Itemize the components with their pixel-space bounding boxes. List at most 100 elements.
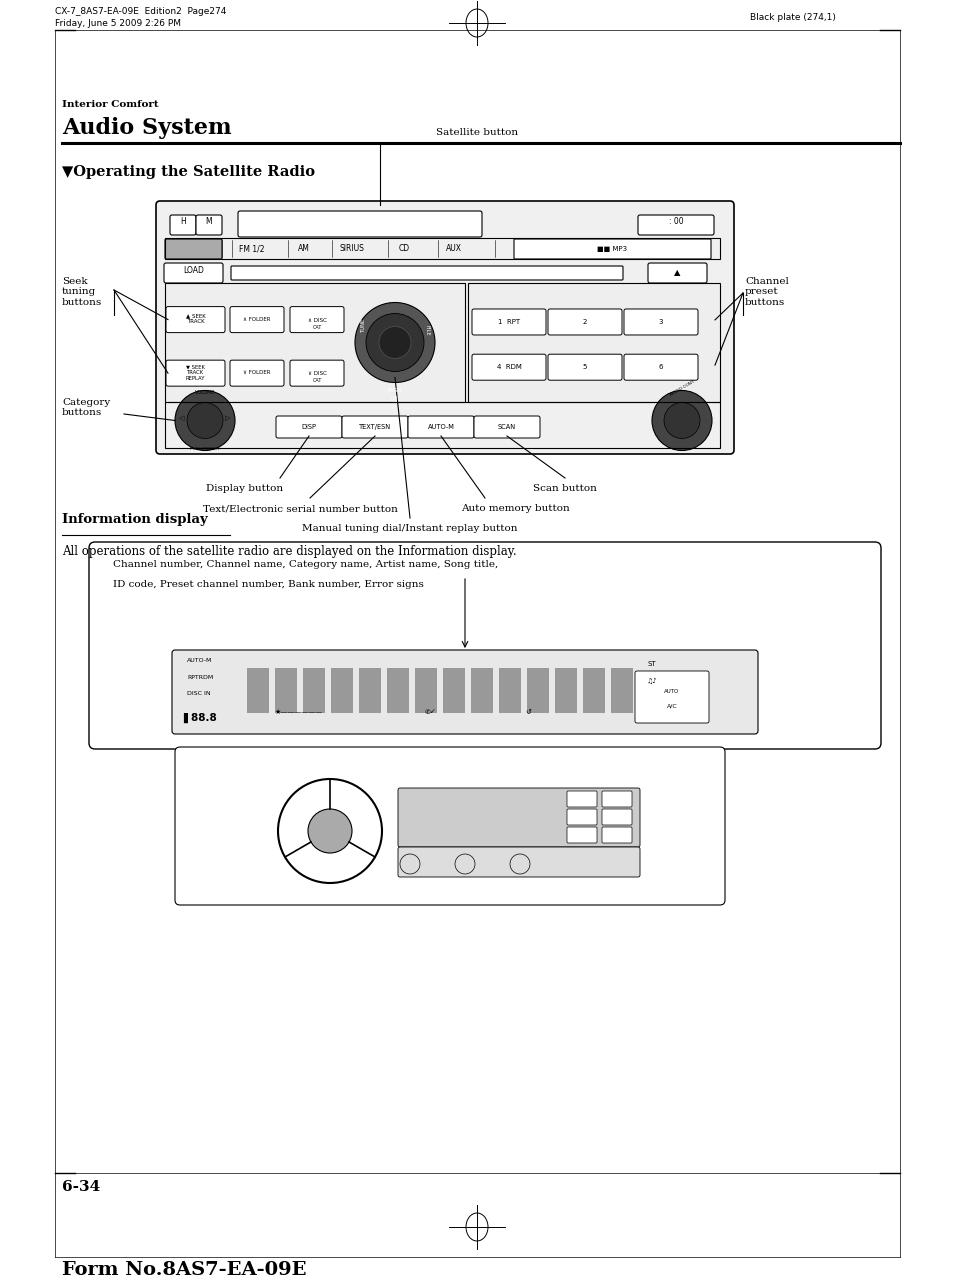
Text: 5: 5 [582,364,587,370]
Text: CX-7_8AS7-EA-09E  Edition2  Page274: CX-7_8AS7-EA-09E Edition2 Page274 [55,6,226,15]
Text: Manual tuning dial/Instant replay button: Manual tuning dial/Instant replay button [302,524,517,533]
Text: Scan button: Scan button [533,484,597,493]
FancyBboxPatch shape [566,810,597,825]
Text: RPTRDM: RPTRDM [187,675,213,680]
Text: ID code, Preset channel number, Bank number, Error signs: ID code, Preset channel number, Bank num… [112,580,423,589]
FancyBboxPatch shape [514,239,710,260]
Text: CD: CD [398,244,409,253]
FancyBboxPatch shape [231,266,622,280]
Text: : 00: : 00 [668,217,682,226]
Bar [247,668,269,713]
FancyBboxPatch shape [397,847,639,876]
FancyBboxPatch shape [290,360,344,387]
FancyBboxPatch shape [566,828,597,843]
Text: 4  RDM: 4 RDM [497,364,521,370]
Text: Friday, June 5 2009 2:26 PM: Friday, June 5 2009 2:26 PM [55,19,181,28]
Text: AUTO: AUTO [663,689,679,694]
FancyBboxPatch shape [156,200,733,454]
FancyBboxPatch shape [174,747,724,905]
Bar [442,668,464,713]
FancyBboxPatch shape [166,360,225,387]
Text: ■■ MP3: ■■ MP3 [597,245,626,252]
Text: Display button: Display button [206,484,283,493]
Text: ✆✓: ✆✓ [424,709,436,714]
Text: ♫♪: ♫♪ [646,678,657,684]
Text: 3: 3 [659,319,662,325]
Bar [331,668,353,713]
FancyBboxPatch shape [472,308,545,335]
Bar [498,668,520,713]
Text: TEXT/ESN: TEXT/ESN [358,424,391,430]
Text: DISP: DISP [301,424,316,430]
Text: ▲ SEEK
TRACK: ▲ SEEK TRACK [186,314,205,325]
Circle shape [366,314,423,371]
Text: Black plate (274,1): Black plate (274,1) [749,13,835,22]
Text: Seek
tuning
buttons: Seek tuning buttons [62,278,102,307]
Bar [358,668,380,713]
Bar [555,668,577,713]
Bar [387,668,409,713]
FancyBboxPatch shape [547,355,621,380]
FancyBboxPatch shape [164,263,223,283]
FancyBboxPatch shape [638,215,713,235]
Text: SIRIUS: SIRIUS [339,244,364,253]
Text: All operations of the satellite radio are displayed on the Information display.: All operations of the satellite radio ar… [62,545,517,558]
FancyBboxPatch shape [647,263,706,283]
Circle shape [378,326,411,359]
FancyBboxPatch shape [237,211,481,236]
Text: CAT: CAT [312,378,321,383]
FancyBboxPatch shape [408,416,474,438]
Text: ★——————: ★—————— [274,709,323,714]
FancyBboxPatch shape [547,308,621,335]
FancyBboxPatch shape [290,307,344,333]
Text: 6: 6 [659,364,662,370]
Circle shape [174,391,234,451]
Circle shape [663,402,700,438]
Text: Form No.8AS7-EA-09E: Form No.8AS7-EA-09E [62,1261,306,1279]
FancyBboxPatch shape [601,792,631,807]
Bar [526,668,548,713]
Text: 2: 2 [582,319,587,325]
FancyBboxPatch shape [474,416,539,438]
Text: H: H [180,217,186,226]
FancyBboxPatch shape [601,810,631,825]
FancyBboxPatch shape [635,671,708,723]
FancyBboxPatch shape [166,307,225,333]
Text: Channel number, Channel name, Category name, Artist name, Song title,: Channel number, Channel name, Category n… [112,560,497,569]
Text: ▲: ▲ [673,269,679,278]
Text: 1  RPT: 1 RPT [497,319,519,325]
Text: TUNE: TUNE [360,317,365,332]
Text: ▷: ▷ [225,415,231,421]
Text: Information display: Information display [62,513,208,526]
Text: ▼Operating the Satellite Radio: ▼Operating the Satellite Radio [62,164,314,179]
Text: ∧ FOLDER: ∧ FOLDER [243,316,271,321]
Circle shape [187,402,223,438]
FancyBboxPatch shape [165,283,464,402]
FancyBboxPatch shape [397,788,639,847]
Circle shape [308,810,352,853]
Text: PUSH POWER: PUSH POWER [191,447,219,451]
Text: ∧ DISC: ∧ DISC [307,317,326,323]
Text: SCAN: SCAN [497,424,516,430]
FancyBboxPatch shape [566,792,597,807]
Text: AM: AM [297,244,310,253]
Bar [610,668,633,713]
FancyBboxPatch shape [230,360,284,387]
FancyBboxPatch shape [165,239,222,260]
FancyBboxPatch shape [89,542,880,749]
Text: CAT: CAT [312,325,321,329]
FancyBboxPatch shape [623,355,698,380]
Circle shape [355,302,435,383]
Text: PUSH: PUSH [388,388,402,392]
Text: M: M [206,217,213,226]
Text: Text/Electronic serial number button: Text/Electronic serial number button [202,504,397,513]
FancyBboxPatch shape [230,307,284,333]
Text: LOAD: LOAD [183,266,204,275]
Text: ST: ST [646,660,655,667]
Circle shape [651,391,711,451]
Text: 6-34: 6-34 [62,1180,100,1194]
Text: Satellite button: Satellite button [436,128,517,137]
FancyBboxPatch shape [601,828,631,843]
Bar [303,668,325,713]
Text: AUDIO CONT: AUDIO CONT [668,379,694,397]
